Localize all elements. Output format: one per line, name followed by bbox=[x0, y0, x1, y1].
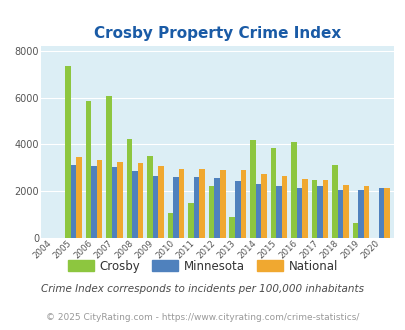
Bar bbox=[209, 186, 214, 238]
Bar bbox=[311, 181, 316, 238]
Bar bbox=[70, 165, 76, 238]
Bar bbox=[85, 101, 91, 238]
Bar bbox=[249, 140, 255, 238]
Bar bbox=[296, 188, 301, 238]
Bar bbox=[331, 165, 337, 238]
Bar bbox=[301, 179, 307, 238]
Bar bbox=[255, 184, 260, 238]
Bar bbox=[342, 185, 348, 238]
Bar bbox=[173, 178, 179, 238]
Bar bbox=[214, 178, 220, 238]
Bar bbox=[363, 186, 369, 238]
Bar bbox=[357, 189, 363, 238]
Bar bbox=[194, 177, 199, 238]
Bar bbox=[126, 139, 132, 238]
Bar bbox=[234, 181, 240, 238]
Text: © 2025 CityRating.com - https://www.cityrating.com/crime-statistics/: © 2025 CityRating.com - https://www.city… bbox=[46, 313, 359, 322]
Legend: Crosby, Minnesota, National: Crosby, Minnesota, National bbox=[63, 255, 342, 278]
Bar bbox=[378, 188, 383, 238]
Bar bbox=[290, 142, 296, 238]
Bar bbox=[220, 170, 225, 238]
Bar bbox=[199, 169, 205, 238]
Bar bbox=[322, 180, 327, 238]
Bar bbox=[91, 166, 96, 238]
Bar bbox=[65, 66, 70, 238]
Bar bbox=[111, 167, 117, 238]
Bar bbox=[117, 162, 123, 238]
Bar bbox=[96, 160, 102, 238]
Bar bbox=[167, 213, 173, 238]
Bar bbox=[106, 96, 111, 238]
Bar bbox=[152, 177, 158, 238]
Text: Crime Index corresponds to incidents per 100,000 inhabitants: Crime Index corresponds to incidents per… bbox=[41, 284, 364, 294]
Bar bbox=[260, 174, 266, 238]
Bar bbox=[179, 169, 184, 238]
Bar bbox=[229, 217, 234, 238]
Bar bbox=[188, 203, 194, 238]
Bar bbox=[337, 190, 342, 238]
Bar bbox=[275, 186, 281, 238]
Bar bbox=[132, 171, 138, 238]
Title: Crosby Property Crime Index: Crosby Property Crime Index bbox=[94, 26, 340, 41]
Bar bbox=[147, 156, 152, 238]
Bar bbox=[383, 188, 389, 238]
Bar bbox=[281, 177, 286, 238]
Bar bbox=[352, 223, 357, 238]
Bar bbox=[270, 148, 275, 238]
Bar bbox=[240, 170, 245, 238]
Bar bbox=[76, 157, 81, 238]
Bar bbox=[138, 163, 143, 238]
Bar bbox=[158, 166, 164, 238]
Bar bbox=[316, 185, 322, 238]
